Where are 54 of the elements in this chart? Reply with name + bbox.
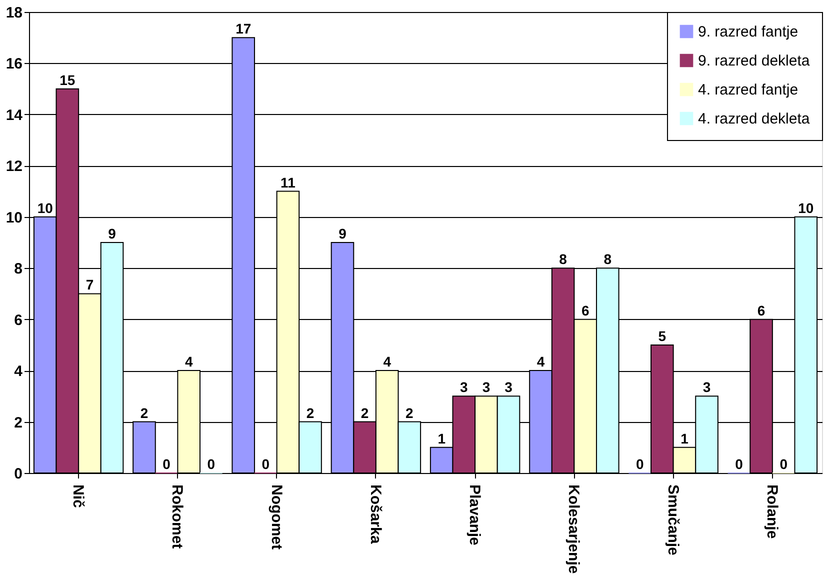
- data-label: 8: [604, 251, 612, 268]
- x-tick-label: Nogomet: [268, 484, 285, 550]
- data-label: 4: [184, 354, 193, 370]
- data-label: 4: [536, 354, 545, 370]
- data-label: 10: [798, 200, 814, 216]
- data-label: 17: [236, 20, 252, 37]
- y-tick-label: 8: [14, 260, 22, 278]
- data-label: 2: [360, 404, 369, 421]
- y-tick-label: 10: [6, 209, 22, 226]
- y-tick-label: 2: [14, 414, 22, 432]
- data-label: 0: [207, 456, 216, 472]
- data-label: 11: [280, 174, 296, 190]
- data-label: 5: [658, 328, 666, 344]
- data-label: 0: [262, 456, 270, 472]
- data-label: 1: [438, 430, 446, 446]
- data-label: 3: [702, 379, 711, 396]
- data-label: 3: [504, 379, 513, 396]
- x-tick-label: Košarka: [366, 484, 384, 544]
- x-tick-label: Nič: [70, 484, 87, 508]
- data-label: 3: [482, 379, 490, 396]
- data-label: 0: [735, 456, 744, 472]
- data-label: 2: [306, 404, 314, 421]
- x-tick-label: Rokomet: [168, 484, 186, 549]
- data-label: 2: [140, 404, 148, 421]
- legend-label: 9. razred dekleta: [698, 52, 810, 70]
- data-label: 4: [383, 354, 392, 370]
- data-label: 8: [559, 251, 568, 268]
- y-tick-label: 16: [6, 56, 22, 73]
- data-label: 9: [108, 226, 116, 242]
- x-tick-label: Rolanje: [763, 484, 780, 539]
- data-label: 6: [757, 302, 766, 318]
- data-label: 3: [460, 379, 468, 396]
- data-label: 6: [581, 302, 590, 318]
- x-tick-label: Smučanje: [664, 484, 682, 556]
- legend-label: 9. razred fantje: [698, 24, 798, 40]
- data-label: 0: [780, 456, 788, 472]
- data-label: 1: [680, 430, 689, 446]
- legend-label: 4. razred fantje: [698, 82, 798, 98]
- data-label: 15: [60, 72, 76, 88]
- y-tick-label: 0: [14, 466, 22, 482]
- legend-label: 4. razred dekleta: [698, 110, 810, 128]
- data-label: 7: [86, 276, 94, 293]
- data-label: 10: [37, 200, 54, 216]
- y-tick-label: 14: [6, 106, 24, 124]
- y-tick-label: 6: [14, 312, 22, 329]
- data-label: 9: [338, 226, 347, 242]
- data-label: 0: [636, 456, 644, 472]
- y-tick-label: 4: [14, 363, 24, 380]
- x-tick-label: Kolesarjenje: [565, 484, 582, 574]
- y-tick-label: 12: [6, 158, 22, 176]
- data-label: 2: [405, 404, 414, 421]
- x-tick-label: Plavanje: [466, 484, 484, 546]
- y-tick-label: 18: [6, 4, 22, 22]
- data-label: 0: [162, 456, 171, 472]
